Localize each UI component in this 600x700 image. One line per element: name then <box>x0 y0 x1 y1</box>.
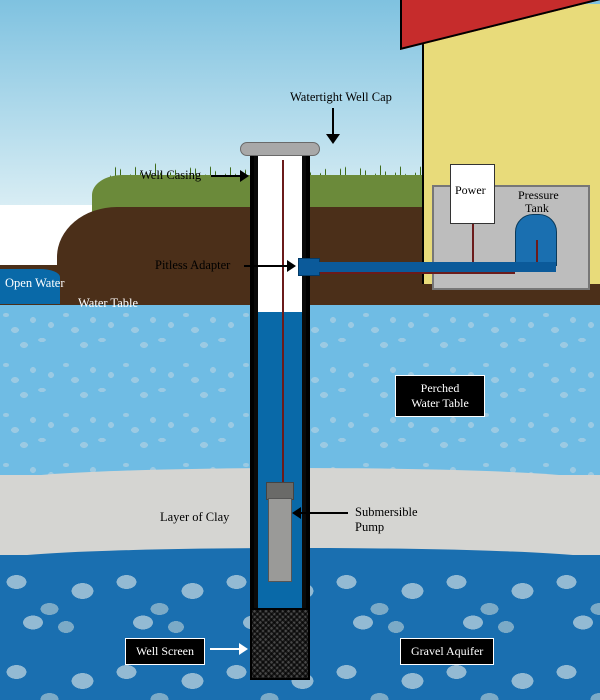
perched-label-box: Perched Water Table <box>395 375 485 417</box>
casing-arrowhead <box>240 170 249 182</box>
pump-label-2: Pump <box>355 520 384 535</box>
cap-arrow-line <box>332 108 334 136</box>
pitless-arrowhead <box>287 260 296 272</box>
pitless-label: Pitless Adapter <box>155 258 230 273</box>
clay-label: Layer of Clay <box>160 510 229 525</box>
aquifer-label-box: Gravel Aquifer <box>400 638 494 665</box>
pump-arrowhead <box>292 507 301 519</box>
pitless-adapter <box>298 258 320 276</box>
well-screen-label-box: Well Screen <box>125 638 205 665</box>
wire-to-tank <box>320 272 515 274</box>
open-water-label: Open Water <box>5 276 65 291</box>
screen-arrow-line <box>210 648 240 650</box>
pump-label-1: Submersible <box>355 505 418 520</box>
pitless-arrow-line <box>244 265 288 267</box>
submersible-pump <box>268 498 292 582</box>
service-pipe <box>318 262 556 272</box>
water-table-label: Water Table <box>78 296 138 311</box>
well-screen <box>250 608 310 680</box>
well-diagram: Watertight Well Cap Well Casing Power Pr… <box>0 0 600 699</box>
casing-air <box>258 152 302 312</box>
casing-arrow-line <box>211 175 241 177</box>
cap-arrowhead <box>326 134 340 144</box>
perched-label-2: Water Table <box>411 396 469 410</box>
power-label: Power <box>455 183 486 198</box>
pressure-tank-label-2: Tank <box>525 201 549 216</box>
perched-label-1: Perched <box>421 381 460 395</box>
pump-arrow-line <box>300 512 348 514</box>
screen-arrowhead <box>239 643 248 655</box>
watertight-cap-label: Watertight Well Cap <box>290 90 392 105</box>
well-cap <box>240 142 320 156</box>
well-casing-label: Well Casing <box>140 168 201 183</box>
drop-line <box>282 160 284 482</box>
